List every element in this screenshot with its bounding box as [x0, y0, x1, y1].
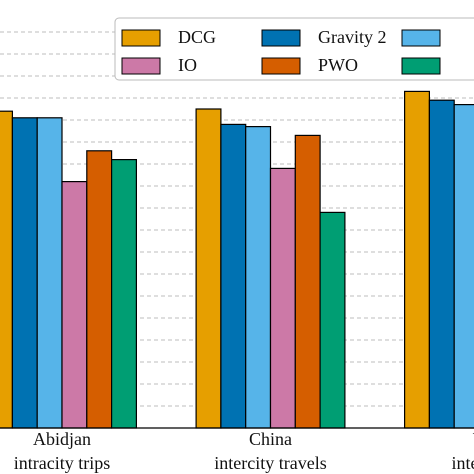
legend-swatch	[401, 57, 441, 75]
legend: DCG Gravity 2 IO PWO	[121, 27, 441, 75]
bar	[86, 150, 113, 429]
legend-label: Gravity 2	[318, 27, 386, 47]
bar	[428, 99, 455, 429]
legend-label: DCG	[178, 27, 216, 47]
bar	[36, 117, 63, 429]
x-tick-label: Abidjan	[33, 429, 91, 449]
bar	[195, 108, 222, 429]
legend-swatch	[261, 57, 301, 75]
legend-swatch	[121, 57, 161, 75]
bar	[0, 110, 13, 429]
bar	[269, 167, 296, 429]
legend-swatch	[401, 29, 441, 47]
bar	[61, 181, 88, 429]
bar	[294, 134, 321, 429]
legend-swatch	[261, 29, 301, 47]
x-tick-label: U	[473, 429, 474, 449]
bar	[319, 211, 346, 429]
x-tick-label: China	[249, 429, 292, 449]
bars	[0, 90, 474, 429]
bar	[245, 125, 272, 429]
bar	[404, 90, 431, 429]
legend-label: IO	[178, 55, 197, 75]
x-tick-label: internal	[452, 453, 474, 473]
legend-swatch	[121, 29, 161, 47]
x-labels: Abidjan intracity trips China intercity tra…	[14, 429, 474, 473]
x-tick-label: intracity trips	[14, 453, 110, 473]
bar	[110, 159, 137, 429]
x-tick-label: intercity travels	[214, 453, 326, 473]
bar	[220, 123, 247, 429]
bar	[453, 103, 474, 429]
legend-label: PWO	[318, 55, 358, 75]
bar	[11, 117, 38, 429]
legend-box	[114, 17, 474, 81]
